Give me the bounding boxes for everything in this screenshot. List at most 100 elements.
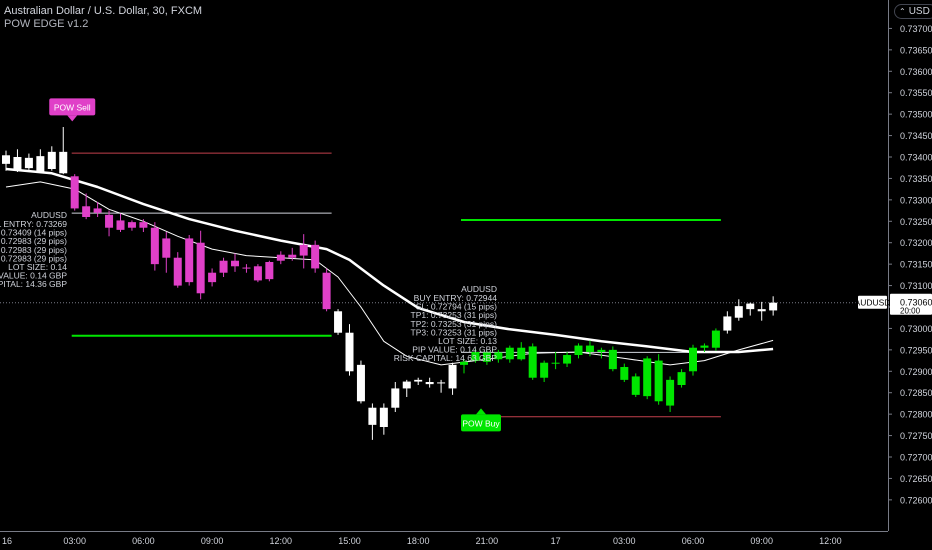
candle[interactable] xyxy=(757,301,766,321)
candle[interactable] xyxy=(116,213,125,232)
candle-body xyxy=(185,238,194,283)
candles xyxy=(2,127,778,440)
candle[interactable] xyxy=(231,253,239,272)
currency-selector[interactable]: ⌃ USD xyxy=(894,4,932,19)
candle[interactable] xyxy=(242,264,251,273)
price-tick-label: 0.72800 xyxy=(900,410,932,420)
candle-body xyxy=(769,302,778,311)
candle[interactable] xyxy=(334,309,343,335)
price-axis-bg xyxy=(888,0,932,550)
candle-body xyxy=(689,347,697,372)
candle[interactable] xyxy=(540,360,549,382)
candle[interactable] xyxy=(13,149,22,172)
indicator-name[interactable]: POW EDGE v1.2 xyxy=(4,18,89,30)
candle[interactable] xyxy=(139,219,148,232)
candle-body xyxy=(574,345,583,355)
candle[interactable] xyxy=(505,345,514,363)
candle[interactable] xyxy=(70,174,79,211)
time-axis[interactable]: 16 03:00 06:00 09:00 12:00 15:00 18:00 21:00 17 0… xyxy=(0,531,932,550)
buy-info-line: LOT SIZE: 0.13 xyxy=(438,336,497,346)
candle[interactable] xyxy=(93,202,102,217)
sell-label-pointer xyxy=(67,115,78,122)
candle[interactable] xyxy=(162,232,171,273)
candle[interactable] xyxy=(460,359,468,374)
candle[interactable] xyxy=(689,344,697,376)
candle[interactable] xyxy=(322,268,331,312)
time-tick-label: 12:00 xyxy=(270,536,293,546)
candle[interactable] xyxy=(150,222,159,271)
candle[interactable] xyxy=(345,324,354,376)
candle[interactable] xyxy=(391,382,400,412)
candle[interactable] xyxy=(746,302,755,316)
candle[interactable] xyxy=(299,234,308,269)
candle[interactable] xyxy=(59,127,68,175)
candle[interactable] xyxy=(265,260,274,282)
symbol-tag: AUDUSD xyxy=(855,295,891,309)
candle-body xyxy=(334,311,343,333)
candle[interactable] xyxy=(414,377,423,385)
candle[interactable] xyxy=(517,342,526,361)
candle[interactable] xyxy=(276,251,285,265)
buy-signal-label[interactable]: POW Buy xyxy=(461,408,501,432)
candle[interactable] xyxy=(127,220,136,231)
candle[interactable] xyxy=(585,340,594,357)
candle[interactable] xyxy=(563,352,572,367)
candle[interactable] xyxy=(196,230,205,300)
candle[interactable] xyxy=(494,349,503,363)
price-tick-label: 0.72600 xyxy=(900,495,932,505)
candle-body xyxy=(482,352,491,362)
candle[interactable] xyxy=(711,328,720,351)
candle[interactable] xyxy=(734,299,743,321)
candle[interactable] xyxy=(551,352,560,370)
candle[interactable] xyxy=(608,346,617,372)
candle[interactable] xyxy=(654,354,663,405)
candle-body xyxy=(677,372,686,385)
candle-body xyxy=(368,407,377,425)
candle[interactable] xyxy=(528,343,537,380)
price-axis[interactable]: 0.73700 0.73650 0.73600 0.73550 0.73500 0.734… xyxy=(888,0,932,550)
candle-body xyxy=(631,376,640,395)
candle[interactable] xyxy=(597,347,606,359)
candle[interactable] xyxy=(666,376,675,412)
candle[interactable] xyxy=(173,252,182,288)
candle[interactable] xyxy=(208,268,217,287)
candle[interactable] xyxy=(643,356,652,400)
candle[interactable] xyxy=(574,343,583,359)
candle[interactable] xyxy=(356,360,365,404)
candle[interactable] xyxy=(448,362,457,395)
candle[interactable] xyxy=(379,403,388,435)
candle[interactable] xyxy=(219,257,228,277)
candle[interactable] xyxy=(82,193,91,220)
symbol-tag-label: AUDUSD xyxy=(855,298,891,308)
candle-body xyxy=(59,151,68,174)
candle[interactable] xyxy=(105,210,114,237)
candle[interactable] xyxy=(253,264,262,283)
candle[interactable] xyxy=(24,153,33,170)
candle[interactable] xyxy=(185,235,194,286)
candle[interactable] xyxy=(2,150,10,171)
time-axis-bg xyxy=(0,531,932,550)
candle[interactable] xyxy=(769,296,778,316)
candle[interactable] xyxy=(402,379,411,397)
candle[interactable] xyxy=(677,369,686,388)
sell-signal-label[interactable]: POW Sell xyxy=(49,98,96,122)
candle[interactable] xyxy=(471,349,480,363)
candle-body xyxy=(723,316,732,331)
price-tick-label: 0.72750 xyxy=(900,431,932,441)
candle[interactable] xyxy=(425,377,434,388)
candle[interactable] xyxy=(437,379,446,393)
candle[interactable] xyxy=(47,146,56,171)
candle[interactable] xyxy=(288,247,297,261)
candle[interactable] xyxy=(631,373,640,397)
candle[interactable] xyxy=(311,240,320,273)
candle[interactable] xyxy=(482,350,491,365)
candle-body xyxy=(322,272,331,310)
buy-info-line: RISK CAPITAL: 14.63 GBP xyxy=(394,353,498,363)
price-tick-label: 0.73350 xyxy=(900,174,932,184)
candle[interactable] xyxy=(36,149,45,172)
candle[interactable] xyxy=(723,311,732,334)
candle[interactable] xyxy=(368,403,377,440)
candle[interactable] xyxy=(700,343,709,352)
candle[interactable] xyxy=(620,363,629,382)
